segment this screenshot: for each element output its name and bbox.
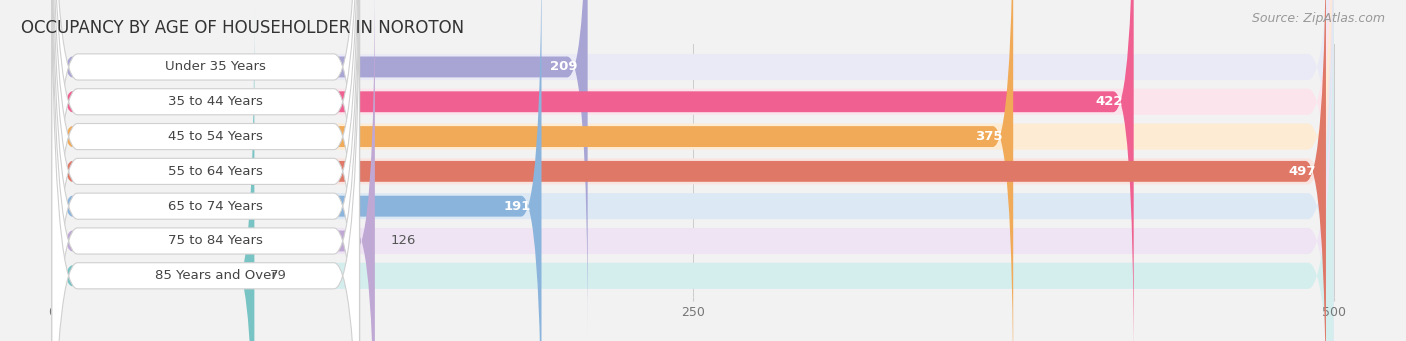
Text: 45 to 54 Years: 45 to 54 Years [169,130,263,143]
Text: 191: 191 [503,200,531,213]
Text: 209: 209 [550,60,578,73]
Text: Under 35 Years: Under 35 Years [166,60,266,73]
FancyBboxPatch shape [52,0,1334,341]
FancyBboxPatch shape [52,0,1334,341]
FancyBboxPatch shape [52,0,1014,341]
FancyBboxPatch shape [52,0,360,341]
FancyBboxPatch shape [52,0,1326,341]
Text: 497: 497 [1288,165,1316,178]
Text: 85 Years and Over: 85 Years and Over [155,269,277,282]
FancyBboxPatch shape [52,0,1334,341]
FancyBboxPatch shape [52,0,1133,341]
FancyBboxPatch shape [52,0,360,341]
FancyBboxPatch shape [52,8,254,341]
FancyBboxPatch shape [52,0,1334,341]
FancyBboxPatch shape [52,0,360,341]
FancyBboxPatch shape [52,0,360,341]
Text: 55 to 64 Years: 55 to 64 Years [169,165,263,178]
FancyBboxPatch shape [52,0,360,341]
Text: 375: 375 [976,130,1002,143]
FancyBboxPatch shape [52,0,541,341]
FancyBboxPatch shape [52,0,1334,341]
Text: OCCUPANCY BY AGE OF HOUSEHOLDER IN NOROTON: OCCUPANCY BY AGE OF HOUSEHOLDER IN NOROT… [21,19,464,37]
FancyBboxPatch shape [52,0,375,341]
Text: 79: 79 [270,269,287,282]
FancyBboxPatch shape [52,0,360,341]
Text: 126: 126 [391,235,416,248]
FancyBboxPatch shape [52,0,1334,341]
Text: 35 to 44 Years: 35 to 44 Years [169,95,263,108]
Text: 422: 422 [1095,95,1123,108]
Text: 75 to 84 Years: 75 to 84 Years [169,235,263,248]
Text: Source: ZipAtlas.com: Source: ZipAtlas.com [1251,12,1385,25]
Text: 65 to 74 Years: 65 to 74 Years [169,200,263,213]
FancyBboxPatch shape [52,0,588,335]
FancyBboxPatch shape [52,0,1334,341]
FancyBboxPatch shape [52,0,360,341]
